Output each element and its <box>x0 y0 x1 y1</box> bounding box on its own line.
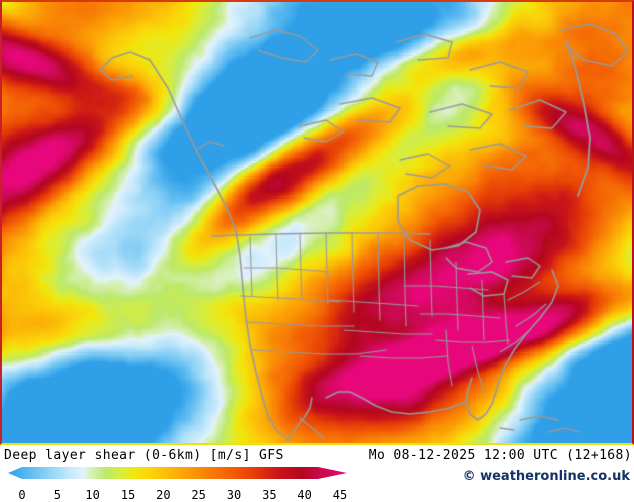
copyright-label: © weatheronline.co.uk <box>462 469 630 484</box>
colorbar-tick-25: 25 <box>191 488 206 502</box>
product-title: Deep layer shear (0-6km) [m/s] GFS <box>4 448 284 463</box>
colorbar-tick-20: 20 <box>156 488 171 502</box>
colorbar-tick-5: 5 <box>53 488 61 502</box>
legend-footer: Deep layer shear (0-6km) [m/s] GFS Mo 08… <box>0 445 634 502</box>
colorbar-tick-30: 30 <box>226 488 242 502</box>
weather-map-panel[interactable] <box>0 0 634 445</box>
colorbar-tick-0: 0 <box>18 488 26 502</box>
colorbar[interactable]: 0 5 10 15 20 25 30 35 40 45 <box>0 466 350 502</box>
shear-heatmap-canvas[interactable] <box>0 0 634 445</box>
colorbar-tick-15: 15 <box>120 488 136 502</box>
colorbar-swatch-strip[interactable] <box>0 466 350 480</box>
colorbar-tick-labels: 0 5 10 15 20 25 30 35 40 45 <box>0 476 350 502</box>
colorbar-tick-45: 45 <box>332 488 348 502</box>
colorbar-tick-40: 40 <box>297 488 312 502</box>
colorbar-gradient-body <box>8 467 347 479</box>
colorbar-tick-35: 35 <box>262 488 277 502</box>
model-run-timestamp: Mo 08-12-2025 12:00 UTC (12+168) <box>368 448 632 463</box>
colorbar-tick-10: 10 <box>85 488 100 502</box>
